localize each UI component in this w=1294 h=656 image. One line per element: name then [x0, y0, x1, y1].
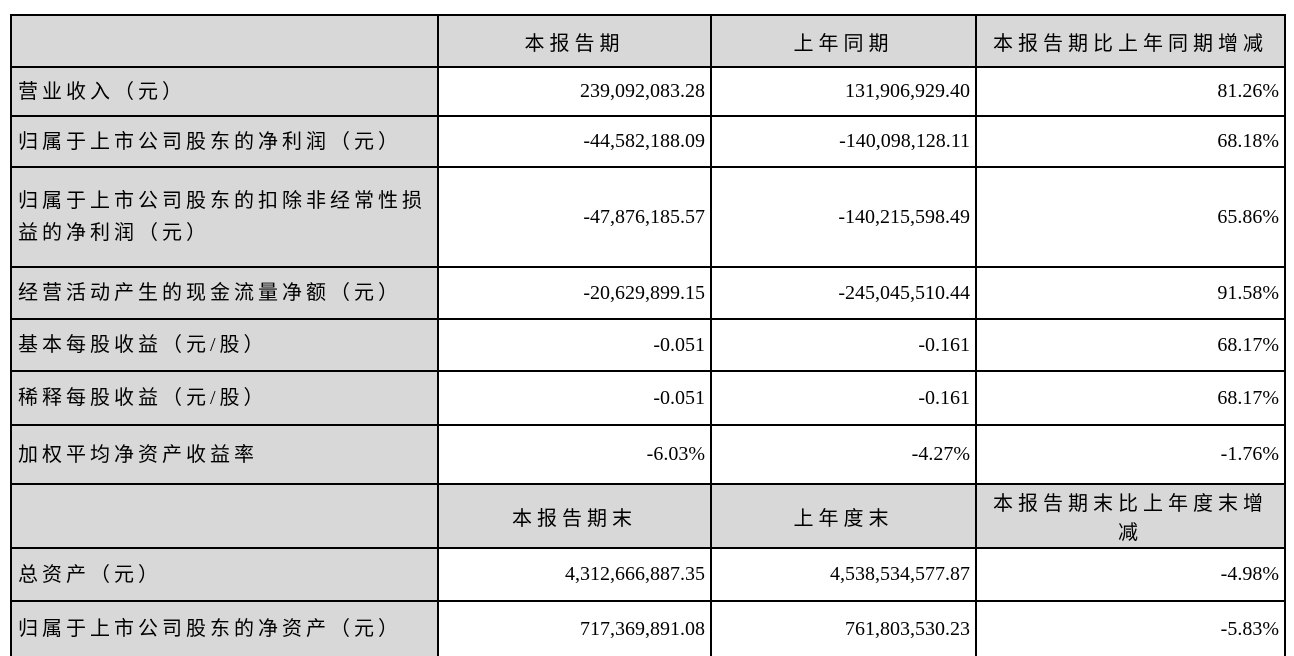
value-prior: -0.161 — [710, 318, 977, 372]
value-prior: -0.161 — [710, 370, 977, 426]
table-row-diluted-eps: 稀释每股收益（元/股） -0.051 -0.161 68.17% — [10, 370, 1286, 426]
value-current: -47,876,185.57 — [437, 166, 712, 268]
financial-summary-table: 本报告期 上年同期 本报告期比上年同期增减 营业收入（元） 239,092,08… — [10, 14, 1286, 656]
value-prior: -140,215,598.49 — [710, 166, 977, 268]
row-label: 稀释每股收益（元/股） — [10, 370, 439, 426]
value-current: -0.051 — [437, 318, 712, 372]
value-prior: -140,098,128.11 — [710, 115, 977, 168]
value-prior: 761,803,530.23 — [710, 600, 977, 656]
table-row-weighted-avg-roe: 加权平均净资产收益率 -6.03% -4.27% -1.76% — [10, 424, 1286, 485]
section2-header-row: 本报告期末 上年度末 本报告期末比上年度末增减 — [10, 483, 1286, 549]
row-label: 归属于上市公司股东的净利润（元） — [10, 115, 439, 168]
value-current: -44,582,188.09 — [437, 115, 712, 168]
value-change: 68.17% — [975, 370, 1286, 426]
col-header-prior-period: 上年同期 — [710, 14, 977, 68]
value-current: -6.03% — [437, 424, 712, 485]
value-current: 4,312,666,887.35 — [437, 547, 712, 602]
value-current: -20,629,899.15 — [437, 266, 712, 320]
value-change: -1.76% — [975, 424, 1286, 485]
table-row-total-assets: 总资产（元） 4,312,666,887.35 4,538,534,577.87… — [10, 547, 1286, 602]
corner-cell — [10, 14, 439, 68]
value-change: 81.26% — [975, 66, 1286, 117]
value-change: -5.83% — [975, 600, 1286, 656]
row-label: 归属于上市公司股东的净资产（元） — [10, 600, 439, 656]
table-row-revenue: 营业收入（元） 239,092,083.28 131,906,929.40 81… — [10, 66, 1286, 117]
row-label: 归属于上市公司股东的扣除非经常性损益的净利润（元） — [10, 166, 439, 268]
row-label: 加权平均净资产收益率 — [10, 424, 439, 485]
value-change: 65.86% — [975, 166, 1286, 268]
row-label: 总资产（元） — [10, 547, 439, 602]
section1-header-row: 本报告期 上年同期 本报告期比上年同期增减 — [10, 14, 1286, 68]
col-header-end-of-prior-year: 上年度末 — [710, 483, 977, 549]
table-row-net-assets: 归属于上市公司股东的净资产（元） 717,369,891.08 761,803,… — [10, 600, 1286, 656]
table-row-operating-cash-flow: 经营活动产生的现金流量净额（元） -20,629,899.15 -245,045… — [10, 266, 1286, 320]
row-label: 营业收入（元） — [10, 66, 439, 117]
value-change: -4.98% — [975, 547, 1286, 602]
col-header-current-period: 本报告期 — [437, 14, 712, 68]
value-prior: 4,538,534,577.87 — [710, 547, 977, 602]
col-header-end-of-period: 本报告期末 — [437, 483, 712, 549]
row-label: 经营活动产生的现金流量净额（元） — [10, 266, 439, 320]
table-row-net-profit-excl-nonrecurring: 归属于上市公司股东的扣除非经常性损益的净利润（元） -47,876,185.57… — [10, 166, 1286, 268]
table-row-basic-eps: 基本每股收益（元/股） -0.051 -0.161 68.17% — [10, 318, 1286, 372]
value-prior: -4.27% — [710, 424, 977, 485]
table-row-net-profit: 归属于上市公司股东的净利润（元） -44,582,188.09 -140,098… — [10, 115, 1286, 168]
corner-cell — [10, 483, 439, 549]
value-change: 91.58% — [975, 266, 1286, 320]
value-current: 717,369,891.08 — [437, 600, 712, 656]
value-current: -0.051 — [437, 370, 712, 426]
col-header-period-change: 本报告期比上年同期增减 — [975, 14, 1286, 68]
value-prior: 131,906,929.40 — [710, 66, 977, 117]
col-header-end-change: 本报告期末比上年度末增减 — [975, 483, 1286, 549]
row-label: 基本每股收益（元/股） — [10, 318, 439, 372]
value-prior: -245,045,510.44 — [710, 266, 977, 320]
value-current: 239,092,083.28 — [437, 66, 712, 117]
value-change: 68.18% — [975, 115, 1286, 168]
value-change: 68.17% — [975, 318, 1286, 372]
